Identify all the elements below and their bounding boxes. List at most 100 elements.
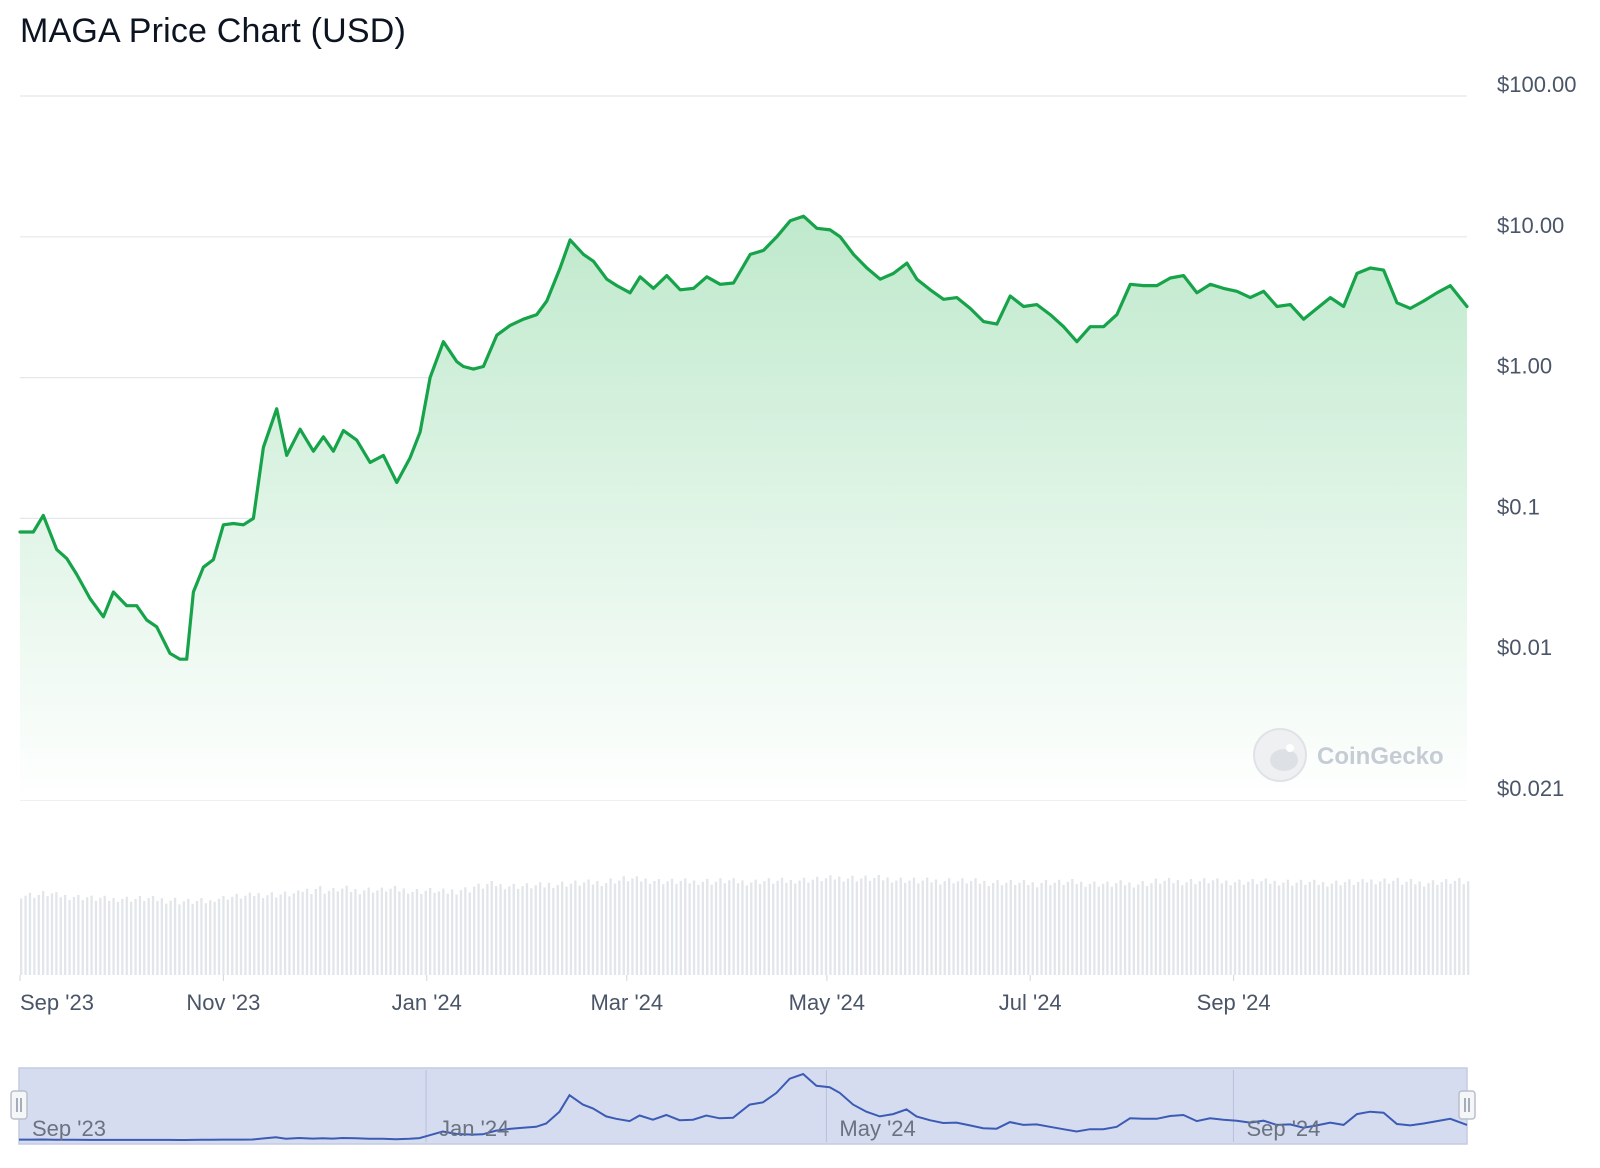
volume-bar (121, 898, 124, 975)
navigator-right-handle[interactable] (1458, 1090, 1476, 1120)
volume-bar (970, 881, 973, 975)
x-tick-label: Jan '24 (392, 990, 462, 1015)
volume-bar (90, 895, 93, 975)
price-point (665, 274, 669, 278)
x-tick-label: Sep '23 (20, 990, 94, 1015)
volume-bar (354, 889, 357, 975)
volume-bar (187, 898, 190, 975)
price-point (1328, 296, 1332, 300)
volume-bar (1123, 885, 1127, 975)
price-point (582, 252, 586, 256)
volume-bar (807, 882, 810, 975)
volume-bar (692, 880, 696, 975)
volume-bar (147, 898, 150, 975)
volume-bar (1467, 881, 1470, 975)
volume-bar (1313, 879, 1316, 975)
volume-bar (736, 883, 740, 975)
volume-bar (1181, 885, 1184, 975)
volume-bar (684, 878, 687, 975)
volume-bar (64, 894, 67, 975)
volume-bar (864, 875, 867, 975)
volume-bar (1317, 884, 1320, 975)
navigator-left-handle[interactable] (10, 1090, 28, 1120)
volume-bar (349, 892, 353, 975)
price-point (852, 252, 856, 256)
volume-bar (261, 898, 265, 975)
volume-bar (257, 893, 260, 975)
volume-bar (640, 881, 643, 975)
volume-bar (965, 883, 968, 975)
y-axis-labels: $100.00 $10.00 $1.00 $0.1 $0.01 $0.021 (1497, 72, 1577, 801)
price-point (1275, 305, 1279, 309)
volume-bar (398, 891, 401, 975)
range-navigator[interactable]: Sep '23 Jan '24 May '24 Sep '24 (10, 1067, 1476, 1145)
price-point (678, 288, 682, 292)
price-point (125, 604, 129, 608)
volume-bar (283, 891, 287, 975)
volume-bar (244, 895, 247, 975)
price-point (942, 297, 946, 301)
navigator-selection[interactable] (18, 1067, 1468, 1145)
volume-bar (222, 896, 225, 975)
volume-bar (103, 895, 106, 975)
volume-bar (173, 897, 177, 975)
volume-bar (1379, 881, 1382, 975)
navigator-tick-label: May '24 (839, 1116, 915, 1141)
volume-bar (1343, 882, 1347, 975)
price-point (762, 248, 766, 252)
volume-bar (605, 883, 608, 975)
volume-bar (42, 891, 45, 975)
price-point (191, 590, 195, 594)
volume-bar (1269, 883, 1272, 975)
price-point (615, 284, 619, 288)
volume-bar (714, 881, 718, 975)
volume-bar (697, 884, 700, 975)
price-point (692, 286, 696, 290)
price-point (1142, 284, 1146, 288)
price-point (1288, 303, 1292, 307)
volume-bar (108, 900, 111, 975)
volume-bar (86, 897, 89, 975)
volume-bar (231, 896, 234, 975)
volume-bar (1102, 883, 1105, 975)
volume-bar (165, 903, 168, 975)
volume-bar (1418, 881, 1421, 975)
volume-bar (389, 888, 392, 975)
volume-bar (367, 887, 370, 975)
volume-bar (1436, 884, 1439, 975)
price-point (1062, 325, 1066, 329)
volume-bar (596, 881, 599, 975)
x-tick-label: Jul '24 (999, 990, 1062, 1015)
price-point (1075, 340, 1079, 344)
volume-bar (648, 883, 652, 975)
volume-bar (943, 881, 946, 975)
volume-bar (1387, 883, 1391, 975)
volume-bar (644, 878, 647, 975)
volume-bar (297, 890, 300, 975)
price-point (408, 456, 412, 460)
volume-bar (561, 881, 564, 975)
volume-bar (1440, 882, 1443, 975)
volume-bar (1321, 882, 1325, 975)
volume-bar (1080, 881, 1083, 975)
volume-bar (319, 886, 322, 975)
price-point (155, 625, 159, 629)
volume-bar (921, 880, 924, 975)
volume-bar (670, 878, 674, 975)
volume-bar (895, 880, 898, 975)
volume-bar (50, 893, 54, 975)
volume-bar (1132, 887, 1135, 975)
volume-bar (820, 881, 823, 975)
price-point (828, 228, 832, 232)
y-tick-label: $10.00 (1497, 213, 1564, 238)
volume-bar (860, 878, 863, 975)
volume-bar (539, 882, 542, 975)
price-point (1355, 271, 1359, 275)
volume-bar (908, 880, 911, 975)
price-point (111, 590, 115, 594)
volume-bar (587, 879, 590, 975)
volume-bar (213, 901, 216, 975)
volume-bar (1036, 887, 1039, 975)
volume-bar (521, 886, 524, 975)
